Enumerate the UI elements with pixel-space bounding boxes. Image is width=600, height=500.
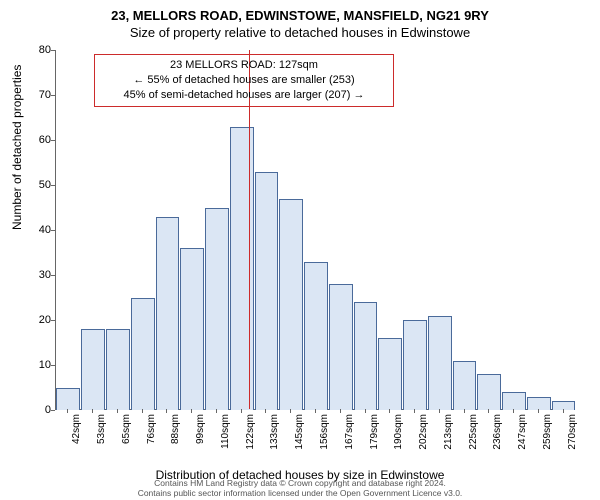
- histogram-bar: [304, 262, 328, 411]
- annotation-line-3: 45% of semi-detached houses are larger (…: [101, 88, 387, 103]
- y-tick-label: 40: [25, 224, 51, 236]
- x-tick-label: 156sqm: [319, 414, 330, 464]
- histogram-bar: [428, 316, 452, 411]
- annotation-line-1: 23 MELLORS ROAD: 127sqm: [101, 58, 387, 73]
- x-tick-label: 99sqm: [195, 414, 206, 464]
- x-tick-label: 88sqm: [170, 414, 181, 464]
- y-tick-label: 80: [25, 44, 51, 56]
- x-tick-label: 42sqm: [71, 414, 82, 464]
- x-tick-label: 76sqm: [146, 414, 157, 464]
- page-title-address: 23, MELLORS ROAD, EDWINSTOWE, MANSFIELD,…: [0, 0, 600, 23]
- histogram-bar: [453, 361, 477, 411]
- x-tick-label: 225sqm: [468, 414, 479, 464]
- y-tick-label: 70: [25, 89, 51, 101]
- histogram-bar: [156, 217, 180, 411]
- histogram-bar: [378, 338, 402, 410]
- footer-line-1: Contains HM Land Registry data © Crown c…: [0, 478, 600, 488]
- histogram-bar: [81, 329, 105, 410]
- footer: Contains HM Land Registry data © Crown c…: [0, 478, 600, 498]
- x-tick-label: 247sqm: [517, 414, 528, 464]
- y-tick-label: 30: [25, 269, 51, 281]
- histogram-bar: [255, 172, 279, 411]
- histogram-bar: [403, 320, 427, 410]
- histogram-bar: [106, 329, 130, 410]
- annotation-line-2: ← 55% of detached houses are smaller (25…: [101, 73, 387, 88]
- x-tick-label: 202sqm: [418, 414, 429, 464]
- x-tick-label: 122sqm: [245, 414, 256, 464]
- histogram-bar: [56, 388, 80, 411]
- y-tick-label: 0: [25, 404, 51, 416]
- x-tick-label: 259sqm: [542, 414, 553, 464]
- page-subtitle: Size of property relative to detached ho…: [0, 23, 600, 40]
- histogram-bar: [527, 397, 551, 411]
- x-tick-label: 179sqm: [369, 414, 380, 464]
- histogram-bar: [279, 199, 303, 411]
- histogram-bar: [205, 208, 229, 411]
- plot-region: 23 MELLORS ROAD: 127sqm ← 55% of detache…: [55, 50, 575, 410]
- annotation-box: 23 MELLORS ROAD: 127sqm ← 55% of detache…: [94, 54, 394, 107]
- x-tick-label: 167sqm: [344, 414, 355, 464]
- y-axis-label: Number of detached properties: [10, 65, 24, 230]
- histogram-bar: [354, 302, 378, 410]
- histogram-bar: [502, 392, 526, 410]
- x-tick-label: 190sqm: [393, 414, 404, 464]
- histogram-bar: [131, 298, 155, 411]
- histogram-bar: [329, 284, 353, 410]
- x-tick-label: 213sqm: [443, 414, 454, 464]
- x-tick-label: 145sqm: [294, 414, 305, 464]
- x-tick-label: 236sqm: [492, 414, 503, 464]
- x-tick-label: 110sqm: [220, 414, 231, 464]
- histogram-bar: [477, 374, 501, 410]
- histogram-bar: [180, 248, 204, 410]
- chart-area: 23 MELLORS ROAD: 127sqm ← 55% of detache…: [55, 50, 575, 410]
- x-tick-label: 65sqm: [121, 414, 132, 464]
- y-tick-label: 60: [25, 134, 51, 146]
- x-tick-label: 133sqm: [269, 414, 280, 464]
- footer-line-2: Contains public sector information licen…: [0, 488, 600, 498]
- y-tick-label: 10: [25, 359, 51, 371]
- y-tick-label: 20: [25, 314, 51, 326]
- x-tick-label: 53sqm: [96, 414, 107, 464]
- x-tick-label: 270sqm: [567, 414, 578, 464]
- y-tick-label: 50: [25, 179, 51, 191]
